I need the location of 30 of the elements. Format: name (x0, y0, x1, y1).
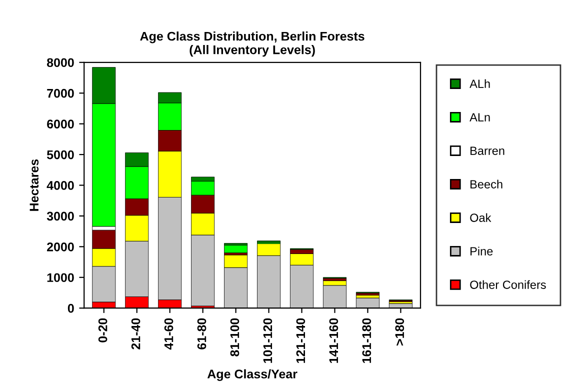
x-tick-label: >180 (395, 318, 404, 346)
legend-label: Other Conifers (470, 280, 546, 289)
x-tick-label: 141-160 (329, 318, 338, 363)
x-tick-label: 161-180 (362, 318, 372, 363)
legend-label: ALn (470, 113, 490, 122)
legend-label: Barren (470, 146, 504, 155)
x-tick-label: 101-120 (263, 318, 272, 363)
y-tick-label: 6000 (47, 120, 74, 128)
x-tick-label: 61-80 (197, 318, 206, 350)
y-tick-label: 5000 (46, 150, 74, 160)
legend-label: ALh (470, 79, 490, 88)
y-tick-label: 2000 (47, 242, 74, 252)
legend-label: Pine (470, 246, 493, 256)
y-tick-label: 0 (68, 304, 74, 313)
x-tick-label: 121-140 (296, 318, 306, 363)
x-tick-label: 0-20 (98, 318, 108, 342)
legend-label: Beech (470, 180, 502, 188)
y-tick-label: 3000 (46, 212, 74, 221)
y-tick-label: 8000 (46, 58, 74, 68)
x-tick-label: 81-100 (230, 318, 240, 356)
y-axis-title: Hectares (30, 159, 39, 211)
y-tick-label: 1000 (47, 273, 74, 282)
chart-title: Age Class Distribution, Berlin Forests (All Inventory Levels) (140, 31, 364, 57)
y-tick-label: 4000 (46, 181, 74, 190)
x-axis-title: Age Class/Year (207, 369, 298, 381)
bar (224, 244, 248, 254)
y-tick-label: 7000 (47, 88, 74, 98)
x-tick-label: 21-40 (131, 318, 140, 350)
x-tick-label: 41-60 (164, 318, 174, 350)
legend-label: Oak (470, 213, 492, 222)
